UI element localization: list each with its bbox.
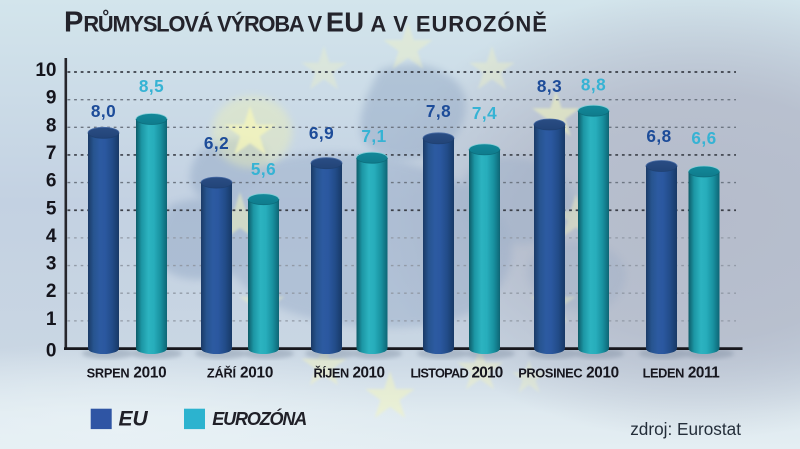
svg-text:zdroj: Eurostat: zdroj: Eurostat (630, 419, 741, 439)
svg-text:10: 10 (35, 60, 56, 81)
svg-text:8,8: 8,8 (581, 75, 606, 95)
svg-text:6: 6 (46, 171, 57, 192)
svg-text:8: 8 (46, 115, 57, 136)
svg-text:4: 4 (46, 226, 57, 247)
svg-text:LEDEN 2011: LEDEN 2011 (643, 365, 721, 382)
svg-text:SRPEN 2010: SRPEN 2010 (87, 365, 167, 382)
svg-text:PRŮMYSLOVÁ VÝROBA V EU A V EUR: PRŮMYSLOVÁ VÝROBA V EU A V EUROZÓNĚ (64, 6, 548, 38)
svg-text:LISTOPAD 2010: LISTOPAD 2010 (410, 365, 502, 382)
svg-text:8,3: 8,3 (537, 76, 562, 96)
svg-text:8,5: 8,5 (139, 76, 164, 96)
svg-text:5: 5 (46, 198, 57, 219)
svg-text:7,4: 7,4 (472, 103, 497, 123)
svg-text:6,9: 6,9 (309, 123, 334, 143)
svg-text:9: 9 (46, 88, 57, 109)
svg-text:8,0: 8,0 (91, 101, 116, 121)
svg-text:PROSINEC 2010: PROSINEC 2010 (518, 365, 619, 382)
svg-text:0: 0 (46, 341, 57, 362)
svg-text:EU: EU (119, 408, 149, 431)
svg-text:2: 2 (46, 281, 57, 302)
svg-text:EUROZÓNA: EUROZÓNA (212, 408, 306, 429)
svg-text:6,8: 6,8 (646, 126, 671, 146)
svg-text:3: 3 (46, 254, 57, 275)
svg-text:6,6: 6,6 (691, 128, 716, 148)
svg-text:7: 7 (46, 143, 57, 164)
svg-text:ŘÍJEN 2010: ŘÍJEN 2010 (314, 365, 385, 382)
svg-text:1: 1 (46, 309, 57, 330)
svg-text:5,6: 5,6 (251, 159, 276, 179)
svg-text:6,2: 6,2 (204, 133, 229, 153)
svg-text:ZÁŘÍ 2010: ZÁŘÍ 2010 (207, 365, 273, 382)
svg-text:7,8: 7,8 (426, 101, 451, 121)
svg-text:7,1: 7,1 (361, 126, 386, 146)
